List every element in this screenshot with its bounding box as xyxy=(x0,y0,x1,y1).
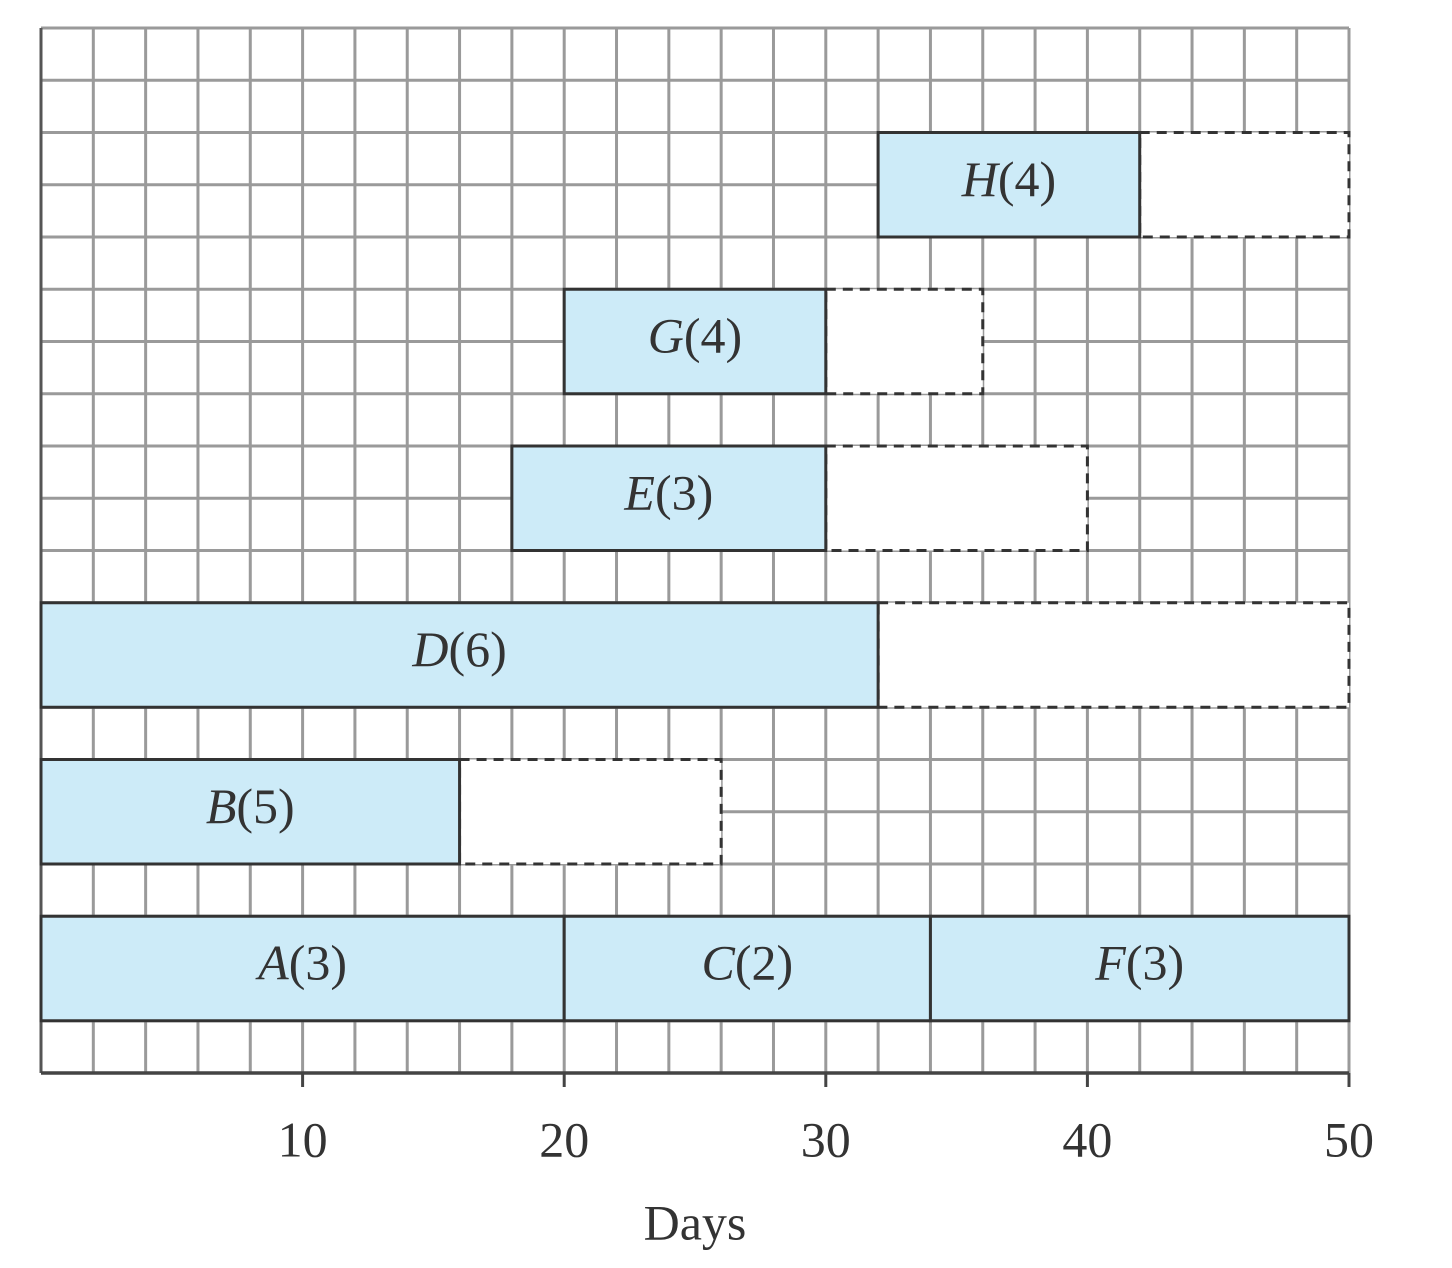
task-label: B(5) xyxy=(206,778,295,834)
float-bar xyxy=(1138,131,1351,239)
task-label: A(3) xyxy=(255,935,347,991)
task-bar xyxy=(510,444,828,552)
task-bar xyxy=(39,601,880,709)
x-tick-label: 50 xyxy=(1324,1111,1374,1167)
float-bar xyxy=(824,444,1089,552)
task-label: H(4) xyxy=(961,151,1056,207)
float-bar xyxy=(824,287,985,396)
x-tick-label: 10 xyxy=(278,1111,328,1167)
task-label: D(6) xyxy=(411,621,506,677)
x-tick-label: 40 xyxy=(1062,1111,1112,1167)
task-label: F(3) xyxy=(1094,935,1184,991)
task-bar xyxy=(39,758,462,866)
task-label: C(2) xyxy=(701,935,793,991)
float-bar xyxy=(876,601,1351,709)
task-bar xyxy=(928,914,1351,1023)
task-bar xyxy=(562,914,932,1023)
x-axis-label: Days xyxy=(644,1194,747,1250)
x-tick-label: 20 xyxy=(539,1111,589,1167)
task-bar xyxy=(876,131,1142,239)
float-bar xyxy=(458,758,723,866)
x-tick-label: 30 xyxy=(801,1111,851,1167)
task-label: G(4) xyxy=(648,308,742,364)
task-bar xyxy=(39,914,566,1023)
task-bar xyxy=(562,287,828,396)
task-label: E(3) xyxy=(623,465,713,521)
